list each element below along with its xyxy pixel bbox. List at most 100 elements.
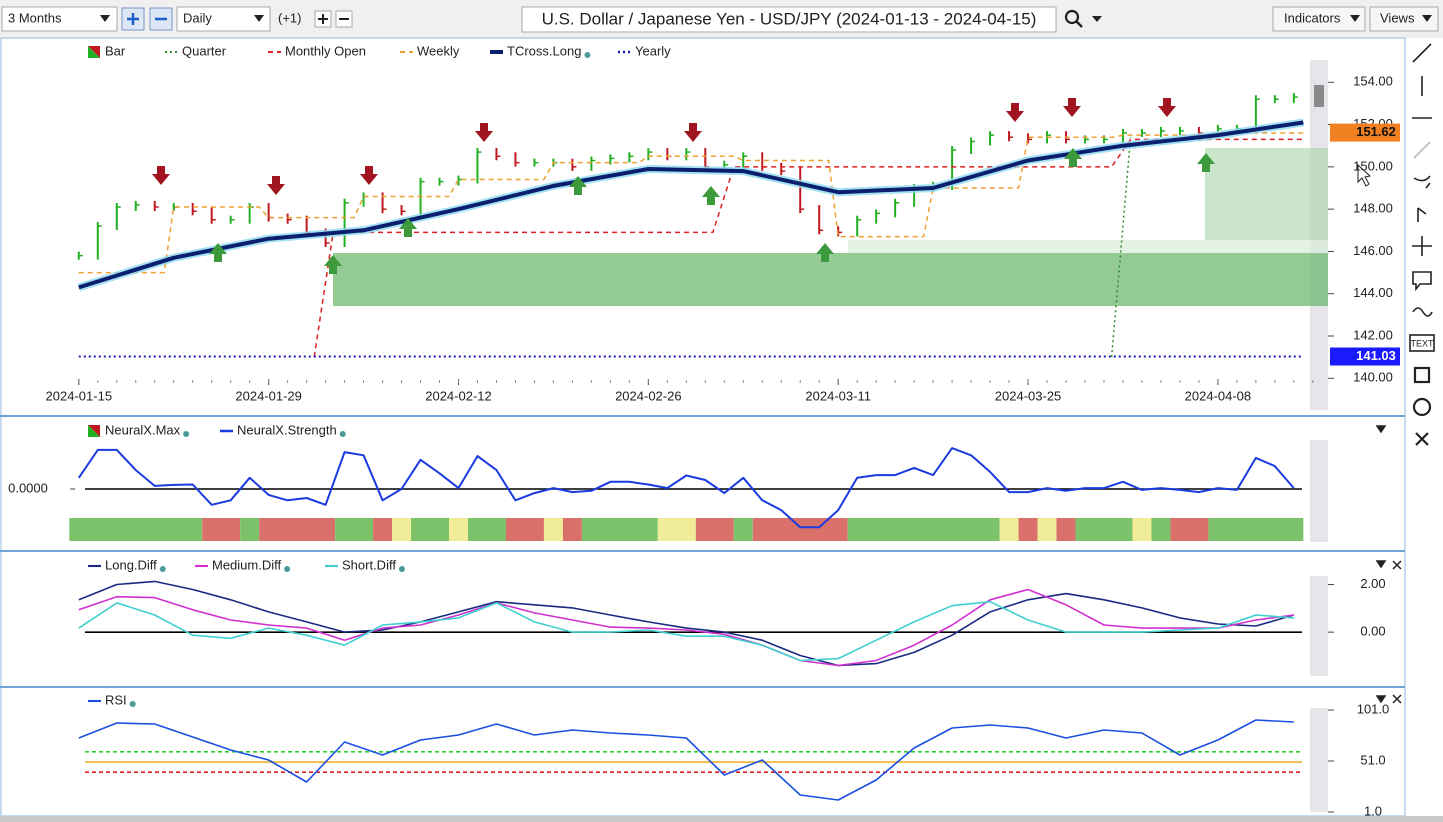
signal-segment [411,518,450,541]
panel-controls[interactable] [1375,425,1402,704]
series-line [78,132,1304,274]
legend-label: Yearly [635,43,671,58]
signal-segment [449,518,468,541]
status-bar [0,816,1443,822]
signal-segment [505,518,544,541]
signal-segment [581,518,658,541]
tool-text[interactable] [1409,334,1435,352]
zoom-out-button[interactable] [149,7,173,31]
y-tick-label: 0.00 [1360,624,1385,639]
legend-label: Weekly [417,43,460,58]
views-button[interactable]: Views [1369,6,1439,32]
indicators-button[interactable]: Indicators [1272,6,1366,32]
offset-plus-button[interactable] [314,10,332,28]
interval-text: Daily [183,10,212,25]
legend-status-dot [183,431,190,437]
price-label-box [1330,123,1400,142]
indicators-text: Indicators [1284,10,1341,25]
signal-segment [562,518,582,541]
series-line [77,447,1295,529]
y-tick-label: 144.00 [1353,285,1393,300]
sell-arrow [360,166,378,185]
signal-segment [1018,518,1038,541]
buy-arrow [816,243,834,262]
tool-fib[interactable] [1417,207,1427,222]
tool-callout[interactable] [1412,271,1432,292]
text-tool-label: TEXT [1410,338,1434,348]
y-tick-label: 140.00 [1353,370,1393,385]
series-line [78,719,1294,801]
legend-label: Bar [105,43,126,58]
legend-label: RSI [105,692,127,707]
y-tick-label: 2.00 [1360,576,1385,591]
legend-status-dot [584,52,591,58]
y-tick-label: 1.0 [1364,803,1382,818]
scroll-thumb[interactable] [1314,85,1324,107]
tool-curve[interactable] [1412,307,1433,317]
sell-arrow [1063,98,1081,117]
y-tick-label: 51.0 [1360,752,1385,767]
price-label-box [1330,347,1400,366]
zoom-in-button[interactable] [121,7,145,31]
signal-segment [1037,518,1057,541]
scrollbar[interactable] [1310,576,1328,676]
buy-arrow [399,218,417,237]
buy-arrow [569,176,587,195]
plot-layer: 140.00142.00144.00146.00148.00150.00152.… [8,43,1400,818]
signal-segment [240,518,260,541]
range-dropdown[interactable]: 3 Months [1,6,118,32]
y-tick-label: 148.00 [1353,201,1393,216]
signal-segment [543,518,563,541]
scrollbar[interactable] [1310,440,1328,542]
x-tick-label: 2024-01-15 [46,388,113,403]
offset-text: (+1) [278,10,301,25]
tool-ellipse[interactable] [1412,397,1432,417]
sell-arrow [1158,98,1176,117]
x-tick-label: 2024-01-29 [235,388,302,403]
legend-status-dot [129,701,136,707]
tool-rectangle[interactable] [1413,366,1431,384]
legend-icon [88,46,100,58]
buy-arrow [1197,153,1215,172]
signal-segment [335,518,374,541]
interval-dropdown[interactable]: Daily [176,6,271,32]
signal-segment [1170,518,1209,541]
price-label: 151.62 [1356,124,1396,139]
signal-segment [202,518,241,541]
legend-label: NeuralX.Max [105,422,181,437]
tool-delete[interactable] [1415,432,1429,446]
x-tick-label: 2024-04-08 [1185,388,1252,403]
x-tick-label: 2024-03-11 [805,388,871,403]
signal-segment [1208,518,1304,541]
symbol-title-box[interactable]: U.S. Dollar / Japanese Yen - USD/JPY (20… [521,6,1057,33]
x-tick-label: 2024-02-12 [425,388,492,403]
y-tick-label: 150.00 [1353,158,1393,173]
tool-ray[interactable] [1413,141,1431,159]
series-line [1110,137,1132,358]
sell-arrow [684,123,702,142]
signal-segment [752,518,848,541]
range-text: 3 Months [8,10,62,25]
price-label: 141.03 [1356,348,1396,363]
search-button[interactable] [1064,9,1102,28]
y-tick-label: 101.0 [1357,701,1390,716]
sell-arrow [1006,103,1024,122]
signal-segment [999,518,1019,541]
series-line [78,600,1294,662]
support-zone [1205,148,1328,240]
x-tick-label: 2024-03-25 [995,388,1062,403]
signal-segment [69,518,203,541]
y-tick-label: 154.00 [1353,74,1393,89]
offset-minus-button[interactable] [335,10,353,28]
scrollbar[interactable] [1310,708,1328,812]
signal-segment [1056,518,1076,541]
tool-line[interactable] [1412,43,1432,63]
legend-label: TCross.Long [507,43,581,58]
tool-crosshair[interactable] [1412,236,1432,256]
legend-label: Medium.Diff [212,557,282,572]
tool-channel[interactable] [1413,175,1431,189]
legend-label: Long.Diff [105,557,157,572]
